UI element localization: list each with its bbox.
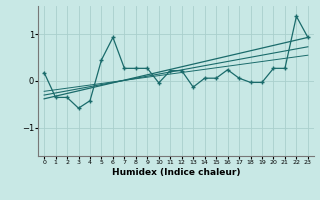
X-axis label: Humidex (Indice chaleur): Humidex (Indice chaleur) — [112, 168, 240, 177]
